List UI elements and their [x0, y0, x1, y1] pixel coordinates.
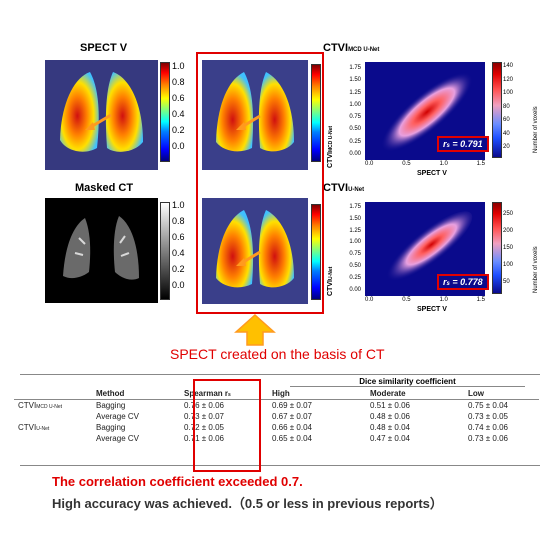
cb-tick: 1.0: [172, 200, 185, 210]
table-row: CTVIMCD U-Net Bagging 0.76 ± 0.06 0.69 ±…: [14, 400, 539, 412]
row-method: Bagging: [96, 423, 126, 432]
ctvi-unet-image: [202, 198, 308, 304]
row-moderate: 0.48 ± 0.06: [370, 412, 410, 421]
row-high: 0.65 ± 0.04: [272, 434, 312, 443]
header-spearman: Spearman rs: [184, 389, 231, 398]
row-low: 0.73 ± 0.05: [468, 412, 508, 421]
header-method: Method: [96, 389, 125, 398]
scatter-bottom-xticks: 0.0 0.5 1.0 1.5: [365, 297, 485, 303]
cb-tick: 0.2: [172, 264, 185, 274]
row-model: [14, 433, 92, 444]
masked-ct-colorbar: [160, 202, 170, 300]
table-bottom-rule: [20, 465, 540, 466]
scatter-top-xlabel: SPECT V: [417, 170, 447, 177]
scatter-top-cb-ticks: 140 120 100 80 60 40 20: [503, 63, 514, 150]
row-method: Average CV: [96, 412, 139, 421]
header-low: Low: [468, 389, 484, 398]
row-high: 0.67 ± 0.07: [272, 412, 312, 421]
spect-v-title: SPECT V: [80, 42, 128, 54]
scatter-top-ylabel: CTVIMCD U-Net: [327, 125, 334, 168]
ctvi-mcd-title: CTVIMCD U-Net: [323, 42, 380, 54]
masked-ct-image: [45, 198, 158, 303]
table-header-row: Method Spearman rs High Moderate Low: [14, 388, 539, 400]
table-top-rule: [20, 374, 540, 375]
scatter-bottom: CTVIU-Net 1.75 1.50 1.25 1.00 0.75 0.50 0.2…: [327, 198, 539, 323]
spect-v-colorbar: [160, 62, 170, 162]
cb-tick: 0.6: [172, 93, 185, 103]
cb-tick: 0.0: [172, 280, 185, 290]
caption-text: SPECT created on the basis of CT: [170, 346, 385, 362]
up-arrow-icon: [234, 313, 276, 351]
scatter-bottom-cb-label: Number of voxels: [533, 246, 539, 293]
ctvi-mcd-image: [202, 60, 308, 170]
row-model: [14, 411, 92, 422]
header-moderate: Moderate: [370, 389, 406, 398]
note-correlation: The correlation coefficient exceeded 0.7…: [52, 474, 303, 489]
cb-tick: 0.4: [172, 109, 185, 119]
results-table: Method Spearman rs High Moderate Low CTV…: [14, 388, 539, 444]
spect-v-cb-ticks: 1.0 0.8 0.6 0.4 0.2 0.0: [172, 58, 185, 154]
masked-ct-title: Masked CT: [75, 182, 134, 194]
scatter-bottom-yticks: 1.75 1.50 1.25 1.00 0.75 0.50 0.25 0.00: [349, 204, 361, 293]
table-row: Average CV 0.73 ± 0.07 0.67 ± 0.07 0.48 …: [14, 411, 539, 422]
cb-tick: 0.8: [172, 216, 185, 226]
row-model: CTVIMCD U-Net: [18, 401, 63, 410]
table-row: CTVIU-Net Bagging 0.72 ± 0.05 0.66 ± 0.0…: [14, 422, 539, 433]
scatter-top-yticks: 1.75 1.50 1.25 1.00 0.75 0.50 0.25 0.00: [349, 65, 361, 158]
ctvi-highlight-box: [196, 52, 324, 314]
scatter-bottom-colorbar: [492, 202, 502, 294]
row-high: 0.66 ± 0.04: [272, 423, 312, 432]
ctvi-unet-colorbar: [311, 204, 321, 300]
table-group-header: Dice similarity coefficient: [290, 377, 525, 387]
cb-tick: 0.2: [172, 125, 185, 135]
cb-tick: 0.4: [172, 248, 185, 258]
row-low: 0.73 ± 0.06: [468, 434, 508, 443]
header-high: High: [272, 389, 290, 398]
row-high: 0.69 ± 0.07: [272, 401, 312, 410]
row-spearman: 0.72 ± 0.05: [184, 423, 224, 432]
row-model: CTVIU-Net: [18, 423, 50, 432]
ctvi-unet-title: CTVIU-Net: [323, 182, 365, 194]
masked-ct-cb-ticks: 1.0 0.8 0.6 0.4 0.2 0.0: [172, 197, 185, 293]
cb-tick: 0.6: [172, 232, 185, 242]
scatter-top-cb-label: Number of voxels: [533, 106, 539, 153]
scatter-bottom-rs-box: rs = 0.778: [437, 274, 489, 290]
header-model: [14, 388, 92, 400]
row-method: Bagging: [96, 401, 126, 410]
cb-tick: 0.0: [172, 141, 185, 151]
row-spearman: 0.71 ± 0.06: [184, 434, 224, 443]
scatter-bottom-xlabel: SPECT V: [417, 306, 447, 313]
cb-tick: 1.0: [172, 61, 185, 71]
row-low: 0.75 ± 0.04: [468, 401, 508, 410]
table-row: Average CV 0.71 ± 0.06 0.65 ± 0.04 0.47 …: [14, 433, 539, 444]
scatter-top: CTVIMCD U-Net 1.75 1.50 1.25 1.00 0.75 0.50…: [327, 58, 539, 183]
spect-v-image: [45, 60, 158, 170]
scatter-top-colorbar: [492, 62, 502, 158]
note-accuracy: High accuracy was achieved.（0.5 or less …: [52, 496, 443, 511]
spearman-highlight-box: [193, 379, 261, 472]
scatter-top-rs-box: rs = 0.791: [437, 136, 489, 152]
scatter-bottom-cb-ticks: 250 200 150 100 50: [503, 211, 514, 285]
row-method: Average CV: [96, 434, 139, 443]
scatter-top-xticks: 0.0 0.5 1.0 1.5: [365, 161, 485, 167]
ctvi-mcd-colorbar: [311, 64, 321, 162]
row-moderate: 0.47 ± 0.04: [370, 434, 410, 443]
cb-tick: 0.8: [172, 77, 185, 87]
row-low: 0.74 ± 0.06: [468, 423, 508, 432]
row-moderate: 0.48 ± 0.04: [370, 423, 410, 432]
scatter-bottom-plot: [365, 202, 485, 296]
scatter-bottom-ylabel: CTVIU-Net: [327, 266, 334, 296]
row-moderate: 0.51 ± 0.06: [370, 401, 410, 410]
row-spearman: 0.73 ± 0.07: [184, 412, 224, 421]
row-spearman: 0.76 ± 0.06: [184, 401, 224, 410]
